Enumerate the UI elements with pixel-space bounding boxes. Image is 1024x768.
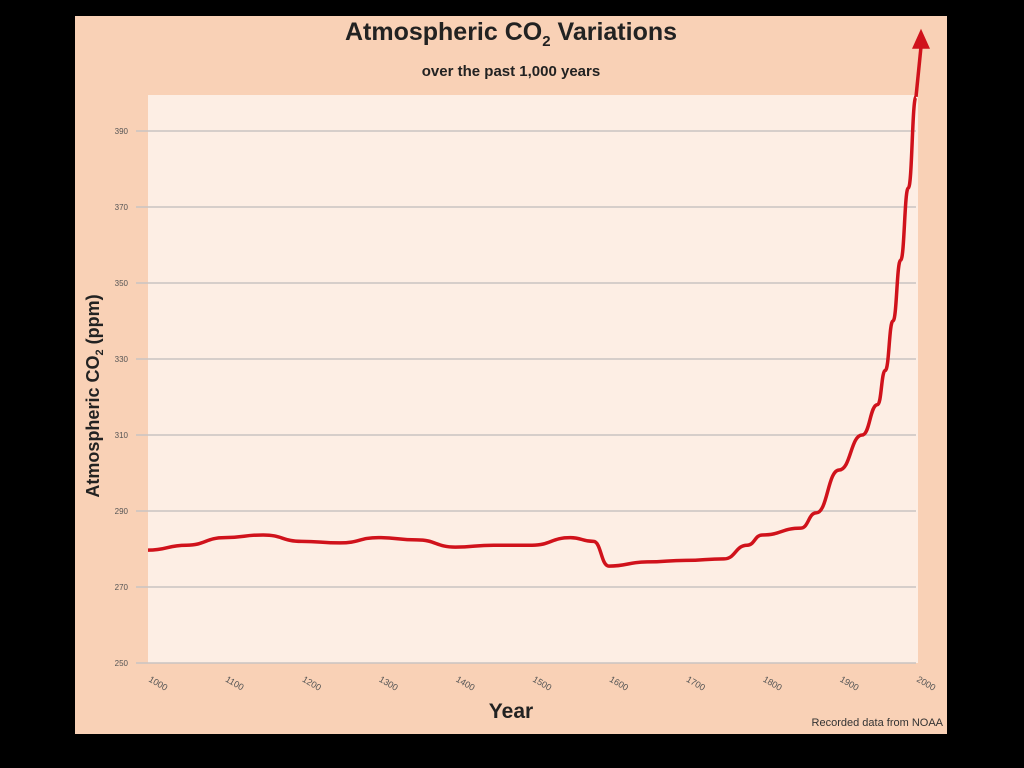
x-tick-label: 2000 xyxy=(915,674,937,693)
y-tick-label: 270 xyxy=(115,583,129,592)
co2-line-chart: Atmospheric CO2 Variations over the past… xyxy=(83,18,944,729)
chart-subtitle: over the past 1,000 years xyxy=(422,63,600,80)
y-tick-label: 290 xyxy=(115,507,129,516)
chart-slide: Atmospheric CO2 Variations over the past… xyxy=(75,16,947,734)
x-tick-label: 1900 xyxy=(838,674,860,693)
plot-area xyxy=(148,95,918,663)
x-tick-label: 1500 xyxy=(531,674,553,693)
x-axis-label: Year xyxy=(489,700,533,723)
x-tick-label: 1200 xyxy=(301,674,323,693)
y-tick-label: 370 xyxy=(115,203,129,212)
y-axis-label: Atmospheric CO2 (ppm) xyxy=(83,294,106,497)
arrow-head-icon xyxy=(912,28,930,49)
x-tick-label: 1100 xyxy=(224,674,246,692)
arrow-shaft xyxy=(914,46,923,97)
x-tick-label: 1000 xyxy=(147,674,169,693)
y-tick-label: 350 xyxy=(115,279,129,288)
y-tick-label: 390 xyxy=(115,127,129,136)
x-tick-label: 1400 xyxy=(454,674,476,693)
y-tick-label: 250 xyxy=(115,659,129,668)
y-tick-label: 310 xyxy=(115,431,129,440)
source-note: Recorded data from NOAA xyxy=(812,717,944,729)
x-tick-label: 1300 xyxy=(377,674,399,693)
x-tick-label: 1700 xyxy=(685,674,707,693)
chart-title: Atmospheric CO2 Variations xyxy=(345,18,677,50)
x-tick-label: 1800 xyxy=(761,674,783,693)
y-tick-label: 330 xyxy=(115,355,129,364)
co2-series-line xyxy=(147,95,918,568)
x-tick-label: 1600 xyxy=(608,674,630,693)
